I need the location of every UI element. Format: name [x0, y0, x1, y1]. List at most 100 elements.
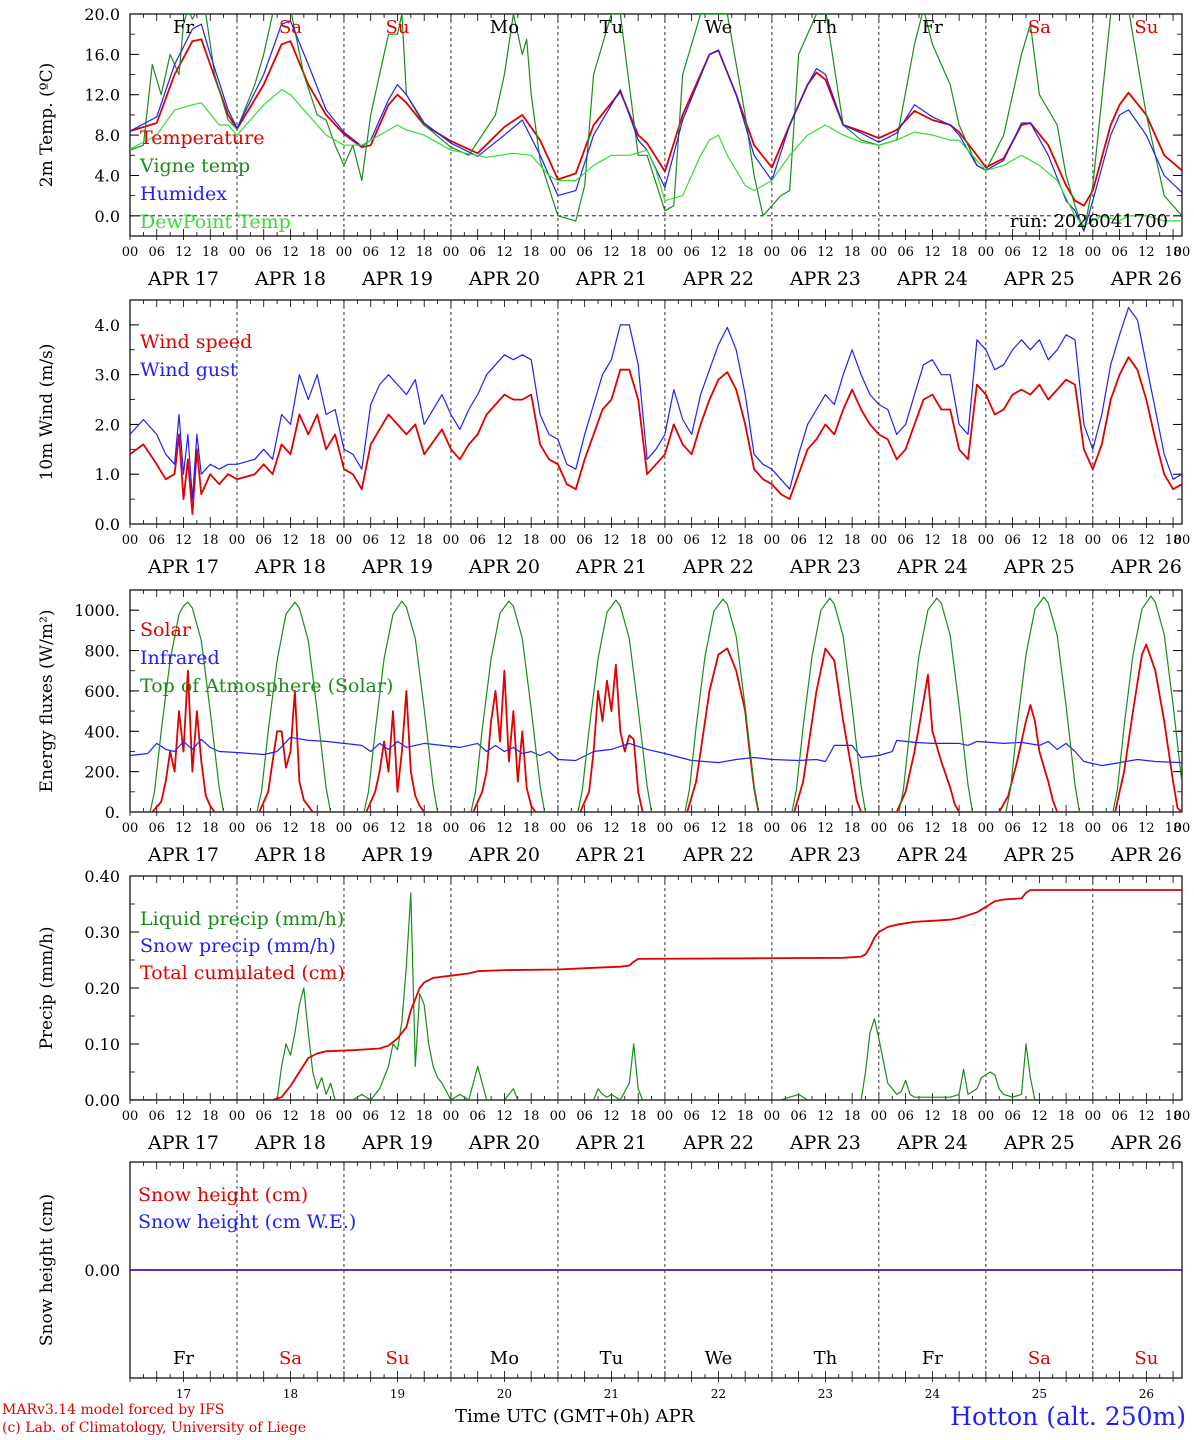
hour-label: 12 [603, 821, 620, 836]
hour-label: 06 [683, 821, 700, 836]
hour-label: 12 [1138, 1109, 1155, 1124]
hour-label: 06 [790, 1109, 807, 1124]
hour-label: 12 [1031, 1109, 1048, 1124]
weekday-label: Th [814, 1348, 838, 1369]
hour-label: 12 [1031, 533, 1048, 548]
hour-label: 12 [924, 821, 941, 836]
y-tick-label: 200. [84, 763, 120, 782]
hour-label: 00 [1085, 821, 1102, 836]
hour-label: 12 [1031, 245, 1048, 260]
y-axis-title: 10m Wind (m/s) [37, 344, 57, 481]
hour-label: 12 [1138, 533, 1155, 548]
hour-label: 00 [978, 245, 995, 260]
legend-entry: Liquid precip (mm/h) [140, 908, 344, 930]
date-label: APR 17 [147, 844, 219, 866]
series-dewpoint-temp [130, 89, 1182, 227]
legend-entry: Wind gust [140, 359, 238, 381]
legend-entry: Humidex [140, 183, 227, 205]
day-number: 21 [604, 1387, 619, 1401]
y-tick-label: 1.0 [95, 465, 120, 484]
weekday-label: Sa [1028, 1348, 1051, 1369]
y-tick-label: 20.0 [84, 5, 120, 24]
hour-label: 12 [282, 821, 299, 836]
hour-label: 12 [924, 1109, 941, 1124]
weekday-label: Tu [600, 1348, 624, 1369]
hour-label: 06 [255, 533, 272, 548]
date-label: APR 25 [1003, 844, 1075, 866]
series-group [130, 306, 1182, 515]
hour-label: 18 [1165, 821, 1182, 836]
hour-label: 00 [764, 1109, 781, 1124]
hour-label: 06 [469, 533, 486, 548]
y-tick-label: 4.0 [95, 316, 120, 335]
hour-label: 00 [229, 533, 246, 548]
y-axis-title: Precip (mm/h) [37, 926, 57, 1049]
y-tick-label: 0.30 [84, 923, 120, 942]
hour-label: 12 [710, 1109, 727, 1124]
y-tick-label: 12.0 [84, 86, 120, 105]
hour-label: 06 [1111, 821, 1128, 836]
hour-label: 06 [576, 245, 593, 260]
hour-label: 12 [496, 533, 513, 548]
hour-label: 12 [603, 533, 620, 548]
hour-label: 18 [1165, 1109, 1182, 1124]
hour-label: 06 [897, 821, 914, 836]
hour-label: 00 [336, 1109, 353, 1124]
weekday-label: Su [385, 1348, 409, 1369]
series-total-cumulated-cm [130, 889, 1182, 1100]
hour-label: 12 [389, 533, 406, 548]
hour-label: 12 [389, 1109, 406, 1124]
weekday-label: Sa [279, 17, 302, 38]
weekday-label: Mo [490, 1348, 519, 1369]
hour-label: 00 [764, 821, 781, 836]
weekday-label: Fr [922, 17, 943, 38]
legend-entry: Snow height (cm W.E.) [138, 1211, 356, 1233]
date-label: APR 22 [682, 556, 754, 578]
date-label: APR 20 [468, 556, 540, 578]
y-tick-label: 16.0 [84, 45, 120, 64]
hour-label: 18 [737, 821, 754, 836]
hour-label: 18 [1058, 245, 1075, 260]
hour-label: 00 [764, 245, 781, 260]
panel-5: 0.00 Snow height (cm) Snow height (cm) Snow… [37, 1161, 1183, 1401]
hour-label: 18 [202, 1109, 219, 1124]
date-label: APR 19 [361, 268, 433, 290]
hour-label: 18 [951, 245, 968, 260]
hour-label: 06 [897, 1109, 914, 1124]
hour-label: 06 [148, 821, 165, 836]
hour-label: 00 [122, 821, 139, 836]
day-number: 23 [818, 1387, 833, 1401]
hour-label: 06 [1111, 533, 1128, 548]
time-axis-label: Time UTC (GMT+0h) APR [455, 1406, 695, 1427]
y-tick-label: 0.10 [84, 1035, 120, 1054]
date-label: APR 22 [682, 844, 754, 866]
date-label: APR 26 [1110, 844, 1182, 866]
day-number: 18 [283, 1387, 298, 1401]
y-tick-label: 1000. [74, 601, 120, 620]
date-label: APR 23 [789, 556, 861, 578]
hour-label: 18 [416, 821, 433, 836]
y-tick-label: 8.0 [95, 126, 120, 145]
hour-label: 18 [630, 1109, 647, 1124]
date-label: APR 24 [896, 844, 968, 866]
hour-label: 12 [175, 821, 192, 836]
hour-label: 12 [603, 1109, 620, 1124]
hour-label: 06 [576, 1109, 593, 1124]
hour-label: 06 [469, 1109, 486, 1124]
panel-2: 0.0 1.0 2.0 3.0 4.0 10m Wind (m/s) Wind speed W… [37, 299, 1190, 578]
day-number: 20 [497, 1387, 512, 1401]
hour-label: 12 [175, 245, 192, 260]
hour-label: 18 [523, 245, 540, 260]
run-label: run: 2026041700 [1010, 211, 1168, 232]
hour-label: 18 [1058, 821, 1075, 836]
weekday-label: Tu [600, 17, 624, 38]
date-label: APR 21 [575, 556, 647, 578]
panel-4: 0.00 0.10 0.20 0.30 0.40 Precip (mm/h) Liquid … [37, 867, 1190, 1154]
y-tick-label: 2.0 [95, 415, 120, 434]
hour-label: 12 [710, 821, 727, 836]
hour-label: 18 [844, 821, 861, 836]
hour-label: 18 [309, 245, 326, 260]
hour-label: 00 [978, 821, 995, 836]
hour-label: 18 [523, 533, 540, 548]
